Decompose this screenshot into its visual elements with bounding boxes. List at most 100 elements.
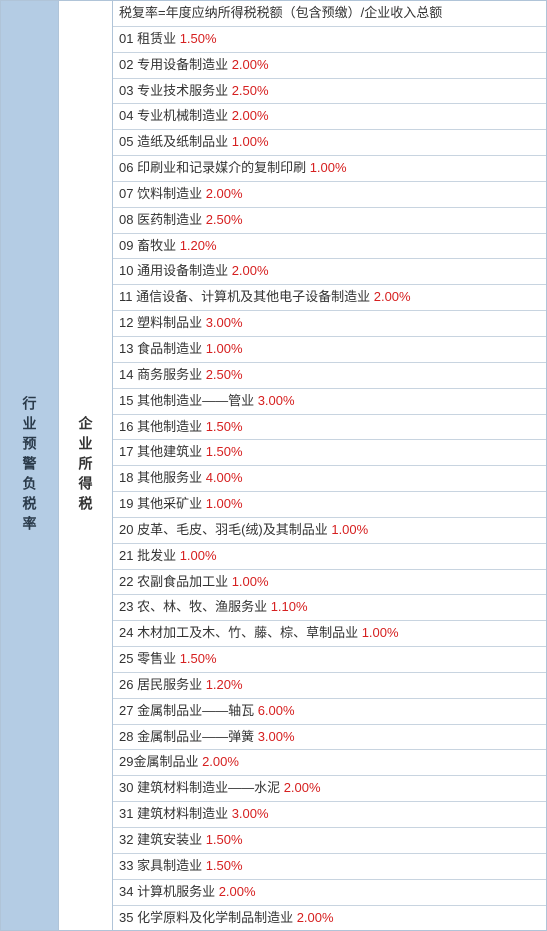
row-percent: 1.00%	[362, 625, 399, 640]
row-label: 19 其他采矿业	[119, 496, 206, 511]
row-label: 26 居民服务业	[119, 677, 206, 692]
row-percent: 1.00%	[232, 574, 269, 589]
table-row: 34 计算机服务业 2.00%	[113, 880, 546, 906]
row-percent: 4.00%	[206, 470, 243, 485]
row-label: 12 塑料制品业	[119, 315, 206, 330]
row-percent: 3.00%	[258, 393, 295, 408]
row-percent: 2.50%	[206, 212, 243, 227]
row-percent: 1.00%	[206, 341, 243, 356]
row-label: 33 家具制造业	[119, 858, 206, 873]
table-row: 07 饮料制造业 2.00%	[113, 182, 546, 208]
table-row: 09 畜牧业 1.20%	[113, 234, 546, 260]
table-row: 10 通用设备制造业 2.00%	[113, 259, 546, 285]
row-label: 30 建筑材料制造业——水泥	[119, 780, 284, 795]
category-label: 行业预警负税率	[20, 396, 40, 536]
row-percent: 1.50%	[206, 858, 243, 873]
row-percent: 3.00%	[232, 806, 269, 821]
table-row: 17 其他建筑业 1.50%	[113, 440, 546, 466]
row-label: 01 租赁业	[119, 31, 180, 46]
table-row: 22 农副食品加工业 1.00%	[113, 570, 546, 596]
table-row: 05 造纸及纸制品业 1.00%	[113, 130, 546, 156]
row-label: 15 其他制造业——管业	[119, 393, 258, 408]
row-percent: 3.00%	[258, 729, 295, 744]
row-percent: 1.20%	[180, 238, 217, 253]
table-row: 31 建筑材料制造业 3.00%	[113, 802, 546, 828]
row-percent: 1.00%	[331, 522, 368, 537]
row-percent: 1.50%	[180, 31, 217, 46]
table-row: 25 零售业 1.50%	[113, 647, 546, 673]
table-row: 33 家具制造业 1.50%	[113, 854, 546, 880]
table-row: 32 建筑安装业 1.50%	[113, 828, 546, 854]
row-label: 07 饮料制造业	[119, 186, 206, 201]
table-row: 15 其他制造业——管业 3.00%	[113, 389, 546, 415]
table-row: 35 化学原料及化学制品制造业 2.00%	[113, 906, 546, 931]
table-row: 13 食品制造业 1.00%	[113, 337, 546, 363]
table-row: 04 专业机械制造业 2.00%	[113, 104, 546, 130]
table-row: 03 专业技术服务业 2.50%	[113, 79, 546, 105]
row-percent: 1.10%	[271, 599, 308, 614]
row-label: 08 医药制造业	[119, 212, 206, 227]
row-label: 34 计算机服务业	[119, 884, 219, 899]
table-row: 01 租赁业 1.50%	[113, 27, 546, 53]
row-label: 23 农、林、牧、渔服务业	[119, 599, 271, 614]
table-row: 18 其他服务业 4.00%	[113, 466, 546, 492]
row-label: 22 农副食品加工业	[119, 574, 232, 589]
row-label: 17 其他建筑业	[119, 444, 206, 459]
row-label: 06 印刷业和记录媒介的复制印刷	[119, 160, 310, 175]
row-label: 11 通信设备、计算机及其他电子设备制造业	[119, 289, 374, 304]
row-label: 02 专用设备制造业	[119, 57, 232, 72]
row-label: 13 食品制造业	[119, 341, 206, 356]
row-percent: 3.00%	[206, 315, 243, 330]
row-percent: 2.00%	[374, 289, 411, 304]
table-row: 29金属制品业 2.00%	[113, 750, 546, 776]
row-percent: 1.50%	[206, 832, 243, 847]
table-row: 06 印刷业和记录媒介的复制印刷 1.00%	[113, 156, 546, 182]
row-label: 24 木材加工及木、竹、藤、棕、草制品业	[119, 625, 362, 640]
table-row: 08 医药制造业 2.50%	[113, 208, 546, 234]
row-label: 03 专业技术服务业	[119, 83, 232, 98]
row-percent: 1.00%	[206, 496, 243, 511]
formula-header: 税复率=年度应纳所得税税额（包含预缴）/企业收入总额	[113, 1, 546, 27]
table-row: 19 其他采矿业 1.00%	[113, 492, 546, 518]
row-percent: 2.00%	[202, 754, 239, 769]
row-label: 27 金属制品业——轴瓦	[119, 703, 258, 718]
table-row: 27 金属制品业——轴瓦 6.00%	[113, 699, 546, 725]
row-label: 14 商务服务业	[119, 367, 206, 382]
row-label: 05 造纸及纸制品业	[119, 134, 232, 149]
table-row: 28 金属制品业——弹簧 3.00%	[113, 725, 546, 751]
table-row: 26 居民服务业 1.20%	[113, 673, 546, 699]
table-row: 20 皮革、毛皮、羽毛(绒)及其制品业 1.00%	[113, 518, 546, 544]
table-row: 30 建筑材料制造业——水泥 2.00%	[113, 776, 546, 802]
tax-rate-table: 行业预警负税率 企业所得税 税复率=年度应纳所得税税额（包含预缴）/企业收入总额…	[0, 0, 547, 931]
table-row: 21 批发业 1.00%	[113, 544, 546, 570]
table-row: 12 塑料制品业 3.00%	[113, 311, 546, 337]
table-row: 14 商务服务业 2.50%	[113, 363, 546, 389]
row-percent: 2.00%	[206, 186, 243, 201]
table-row: 24 木材加工及木、竹、藤、棕、草制品业 1.00%	[113, 621, 546, 647]
row-percent: 1.00%	[310, 160, 347, 175]
data-column: 税复率=年度应纳所得税税额（包含预缴）/企业收入总额 01 租赁业 1.50%0…	[113, 1, 546, 930]
row-label: 32 建筑安装业	[119, 832, 206, 847]
tax-type-label: 企业所得税	[76, 416, 96, 516]
row-label: 31 建筑材料制造业	[119, 806, 232, 821]
row-percent: 1.20%	[206, 677, 243, 692]
row-percent: 2.00%	[297, 910, 334, 925]
row-percent: 2.00%	[284, 780, 321, 795]
row-percent: 2.00%	[219, 884, 256, 899]
row-label: 04 专业机械制造业	[119, 108, 232, 123]
row-label: 10 通用设备制造业	[119, 263, 232, 278]
row-percent: 1.50%	[206, 419, 243, 434]
row-percent: 1.50%	[180, 651, 217, 666]
row-percent: 6.00%	[258, 703, 295, 718]
row-label: 25 零售业	[119, 651, 180, 666]
row-percent: 2.00%	[232, 263, 269, 278]
row-label: 29金属制品业	[119, 754, 202, 769]
row-label: 16 其他制造业	[119, 419, 206, 434]
row-percent: 2.50%	[232, 83, 269, 98]
table-row: 16 其他制造业 1.50%	[113, 415, 546, 441]
table-row: 11 通信设备、计算机及其他电子设备制造业 2.00%	[113, 285, 546, 311]
row-percent: 2.00%	[232, 57, 269, 72]
row-label: 28 金属制品业——弹簧	[119, 729, 258, 744]
row-label: 09 畜牧业	[119, 238, 180, 253]
row-percent: 2.50%	[206, 367, 243, 382]
